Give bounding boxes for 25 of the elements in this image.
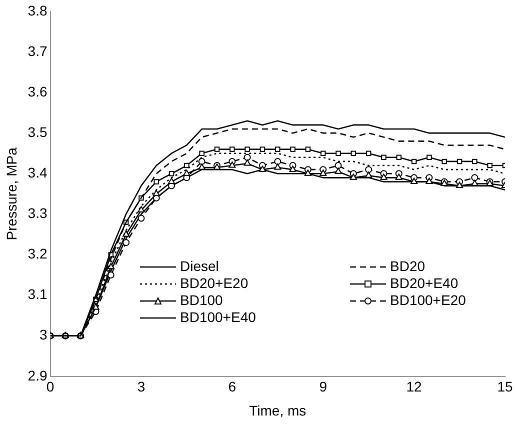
x-tick-label: 9 [319, 378, 328, 395]
y-tick-label: 3.7 [28, 42, 48, 59]
y-tick-label: 3.4 [28, 164, 48, 180]
x-tick-label: 0 [46, 378, 54, 395]
y-tick-label: 3.5 [28, 124, 48, 140]
y-tick-label: 3.1 [28, 286, 48, 302]
legend-label: Diesel [180, 258, 219, 275]
x-tick-label: 3 [137, 378, 146, 395]
y-tick-label: 3.3 [28, 205, 48, 222]
legend-label: BD20+E20 [180, 275, 248, 292]
legend-label: BD100+E20 [390, 292, 466, 309]
y-tick-label: 3.2 [28, 246, 48, 262]
legend-label: BD20 [390, 258, 426, 275]
x-tick-label: 12 [406, 378, 422, 395]
y-tick-label: 2.9 [28, 367, 48, 384]
x-tick-label: 6 [228, 378, 236, 395]
y-tick-label: 3.8 [28, 2, 48, 18]
y-tick-label: 3.6 [28, 83, 48, 100]
y-axis-title: Pressure, MPa [3, 147, 20, 240]
legend-label: BD100 [180, 292, 223, 309]
legend-label: BD100+E40 [180, 309, 256, 326]
x-axis-title: Time, ms [249, 402, 306, 418]
x-tick-label: 15 [497, 378, 513, 395]
y-tick-label: 3 [39, 326, 48, 343]
legend-label: BD20+E40 [390, 275, 458, 292]
